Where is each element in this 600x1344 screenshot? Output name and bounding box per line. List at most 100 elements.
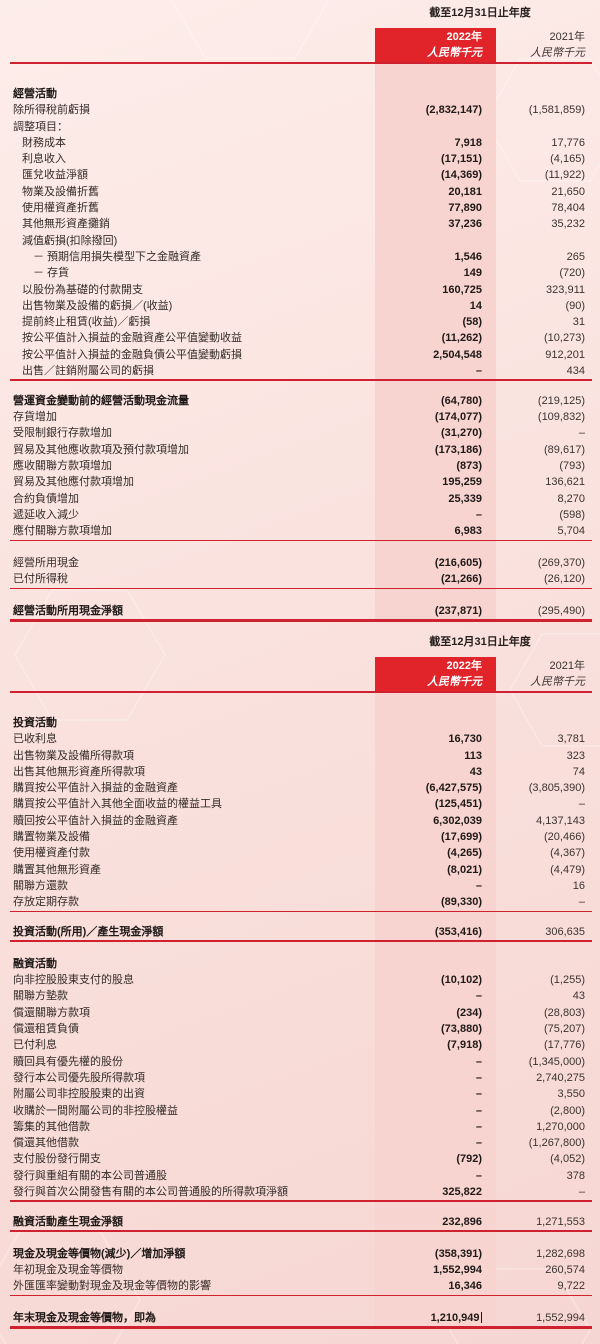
value-2022: (8,021) xyxy=(447,863,482,876)
value-2022: 14 xyxy=(469,299,482,312)
value-2021: 1,552,994 xyxy=(536,1312,585,1324)
divider-rule xyxy=(10,1230,592,1232)
text-cursor xyxy=(480,1311,482,1323)
value-2021: 8,270 xyxy=(557,492,585,505)
divider-rule xyxy=(10,379,592,381)
table-section: 融資活動產生現金淨額 232,896 1,271,553 xyxy=(0,1202,600,1230)
table-row: 支付股份發行開支 (792) (4,052) xyxy=(0,1151,600,1167)
value-2022: 1,552,994 xyxy=(433,1263,482,1276)
row-label: 調整項目： xyxy=(13,120,68,133)
table-section: 投資活動 已收利息 16,730 3,781 出售物業及設備所得款項 113 323 出售其他… xyxy=(0,693,600,911)
table-row: 使用權資產付款 (4,265) (4,367) xyxy=(0,845,600,861)
table-row: 財務成本 7,918 17,776 xyxy=(0,135,600,151)
table-row: 已付所得稅 (21,266) (26,120) xyxy=(0,571,600,587)
row-label: 已付所得稅 xyxy=(13,573,68,586)
value-2022: 6,983 xyxy=(454,525,482,538)
unit-label-2021: 人民幣千元 xyxy=(530,675,585,688)
value-2022: 113 xyxy=(464,749,482,762)
table-row: 關聯方墊款 – 43 xyxy=(0,988,600,1004)
divider-rule xyxy=(10,1200,592,1202)
row-label: 利息收入 xyxy=(22,153,66,166)
value-2021: (4,479) xyxy=(550,863,585,876)
unit-label-2022: 人民幣千元 xyxy=(427,675,482,688)
cash-flow-table-operating: 截至12月31日止年度 2022年 人民幣千元 2021年 人民幣千元 經營活動… xyxy=(0,6,600,622)
row-label: 收購於一間附屬公司的非控股權益 xyxy=(13,1104,178,1117)
value-2022: 160,725 xyxy=(442,283,482,296)
row-label: 應付關聯方款項增加 xyxy=(13,525,112,538)
row-label: 受限制銀行存款增加 xyxy=(13,427,112,440)
value-2022: – xyxy=(475,1137,482,1150)
value-2021: (28,803) xyxy=(544,1006,585,1019)
value-2022: (89,330) xyxy=(441,896,482,909)
table-row: 以股份為基礎的付款開支 160,725 323,911 xyxy=(0,282,600,298)
row-label: 發行本公司優先股所得款項 xyxy=(13,1071,145,1084)
table-row: 向非控股股東支付的股息 (10,102) (1,255) xyxy=(0,972,600,988)
value-2022: (353,416) xyxy=(434,926,482,939)
value-2022: (234) xyxy=(456,1006,482,1019)
value-2021: 323 xyxy=(566,749,585,762)
table-row: 購買按公平值計入損益的金融資產 (6,427,575) (3,805,390) xyxy=(0,780,600,796)
table-row: 按公平值計入損益的金融資產公平值變動收益 (11,262) (10,273) xyxy=(0,330,600,346)
value-2021: 74 xyxy=(572,765,585,778)
table-section: 年末現金及現金等價物，即為 1,210,949 1,552,994 xyxy=(0,1296,600,1326)
row-label: 年末現金及現金等價物，即為 xyxy=(13,1312,156,1324)
value-2021: (720) xyxy=(559,267,585,280)
value-2022: (17,699) xyxy=(441,831,482,844)
table-row: 利息收入 (17,151) (4,165) xyxy=(0,151,600,167)
table-row: 受限制銀行存款增加 (31,270) – xyxy=(0,425,600,441)
value-2022: 20,181 xyxy=(448,185,482,198)
header-rule xyxy=(10,691,592,693)
row-label: 附屬公司非控股股東的出資 xyxy=(13,1088,145,1101)
row-label: 出售物業及設備的虧損／(收益) xyxy=(22,299,173,312)
table-row: 出售其他無形資產所得款項 43 74 xyxy=(0,764,600,780)
table-row: 償還其他借款 – (1,267,800) xyxy=(0,1135,600,1151)
table-row: 融資活動產生現金淨額 232,896 1,271,553 xyxy=(0,1214,600,1230)
value-2021: 4,137,143 xyxy=(536,814,585,827)
row-label: 向非控股股東支付的股息 xyxy=(13,974,134,987)
row-label: 提前終止租賃(收益)／虧損 xyxy=(22,316,151,329)
row-label: 出售其他無形資產所得款項 xyxy=(13,765,145,778)
value-2022: (21,266) xyxy=(441,573,482,586)
value-2022: 325,822 xyxy=(442,1186,482,1199)
table-section: 投資活動(所用)／產生現金淨額 (353,416) 306,635 xyxy=(0,912,600,940)
table-row: － 預期信用損失模型下之金融資產 1,546 265 xyxy=(0,249,600,265)
row-label: 贖回具有優先權的股份 xyxy=(13,1055,123,1068)
table-section: 經營所用現金 (216,605) (269,370) 已付所得稅 (21,266) (26… xyxy=(0,541,600,588)
table-row: 營運資金變動前的經營活動現金流量 (64,780) (219,125) xyxy=(0,393,600,409)
row-label: 貿易及其他應付款項增加 xyxy=(13,476,134,489)
table-row: 年末現金及現金等價物，即為 1,210,949 1,552,994 xyxy=(0,1310,600,1326)
period-caption: 截至12月31日止年度 xyxy=(429,636,531,648)
value-2022: 6,302,039 xyxy=(433,814,482,827)
row-label: 發行與重組有關的本公司普通股 xyxy=(13,1169,167,1182)
table-row: 應收關聯方款項增加 (873) (793) xyxy=(0,458,600,474)
table-row: 經營所用現金 (216,605) (269,370) xyxy=(0,555,600,571)
table-row: 貿易及其他應收款項及預付款項增加 (173,186) (89,617) xyxy=(0,442,600,458)
row-label: 存貨增加 xyxy=(13,411,57,424)
row-label: 經營活動所用現金淨額 xyxy=(13,605,123,618)
value-2022: 16,730 xyxy=(448,733,482,746)
year-2022-label: 2022年 xyxy=(446,31,482,43)
value-2022: (11,262) xyxy=(441,332,482,345)
table-body: 經營活動 除所得稅前虧損 (2,832,147) (1,581,859) 調整項目： 財務… xyxy=(0,64,600,622)
value-2021: 265 xyxy=(566,250,585,263)
value-2022: (17,151) xyxy=(441,153,482,166)
table-row: 投資活動 xyxy=(0,715,600,731)
value-2021: 1,282,698 xyxy=(536,1247,585,1260)
table-row: 發行與重組有關的本公司普通股 – 378 xyxy=(0,1168,600,1184)
row-label: 經營所用現金 xyxy=(13,557,79,570)
value-2021: (3,805,390) xyxy=(528,782,585,795)
value-2022: – xyxy=(475,1169,482,1182)
row-label: 遞延收入減少 xyxy=(13,508,79,521)
table-row: 出售物業及設備的虧損／(收益) 14 (90) xyxy=(0,298,600,314)
value-2022: 43 xyxy=(469,765,482,778)
value-2022: (31,270) xyxy=(441,427,482,440)
row-label: 現金及現金等價物(減少)／增加淨額 xyxy=(13,1247,186,1260)
row-label: 償還租賃負債 xyxy=(13,1023,79,1036)
row-label: 按公平值計入損益的金融資產公平值變動收益 xyxy=(22,332,242,345)
value-2022: (14,369) xyxy=(441,169,482,182)
divider-rule xyxy=(10,940,592,942)
row-label: 外匯匯率變動對現金及現金等價物的影響 xyxy=(13,1280,211,1293)
value-2021: – xyxy=(578,798,585,811)
row-label: 關聯方墊款 xyxy=(13,990,68,1003)
value-2022: 37,236 xyxy=(448,218,482,231)
